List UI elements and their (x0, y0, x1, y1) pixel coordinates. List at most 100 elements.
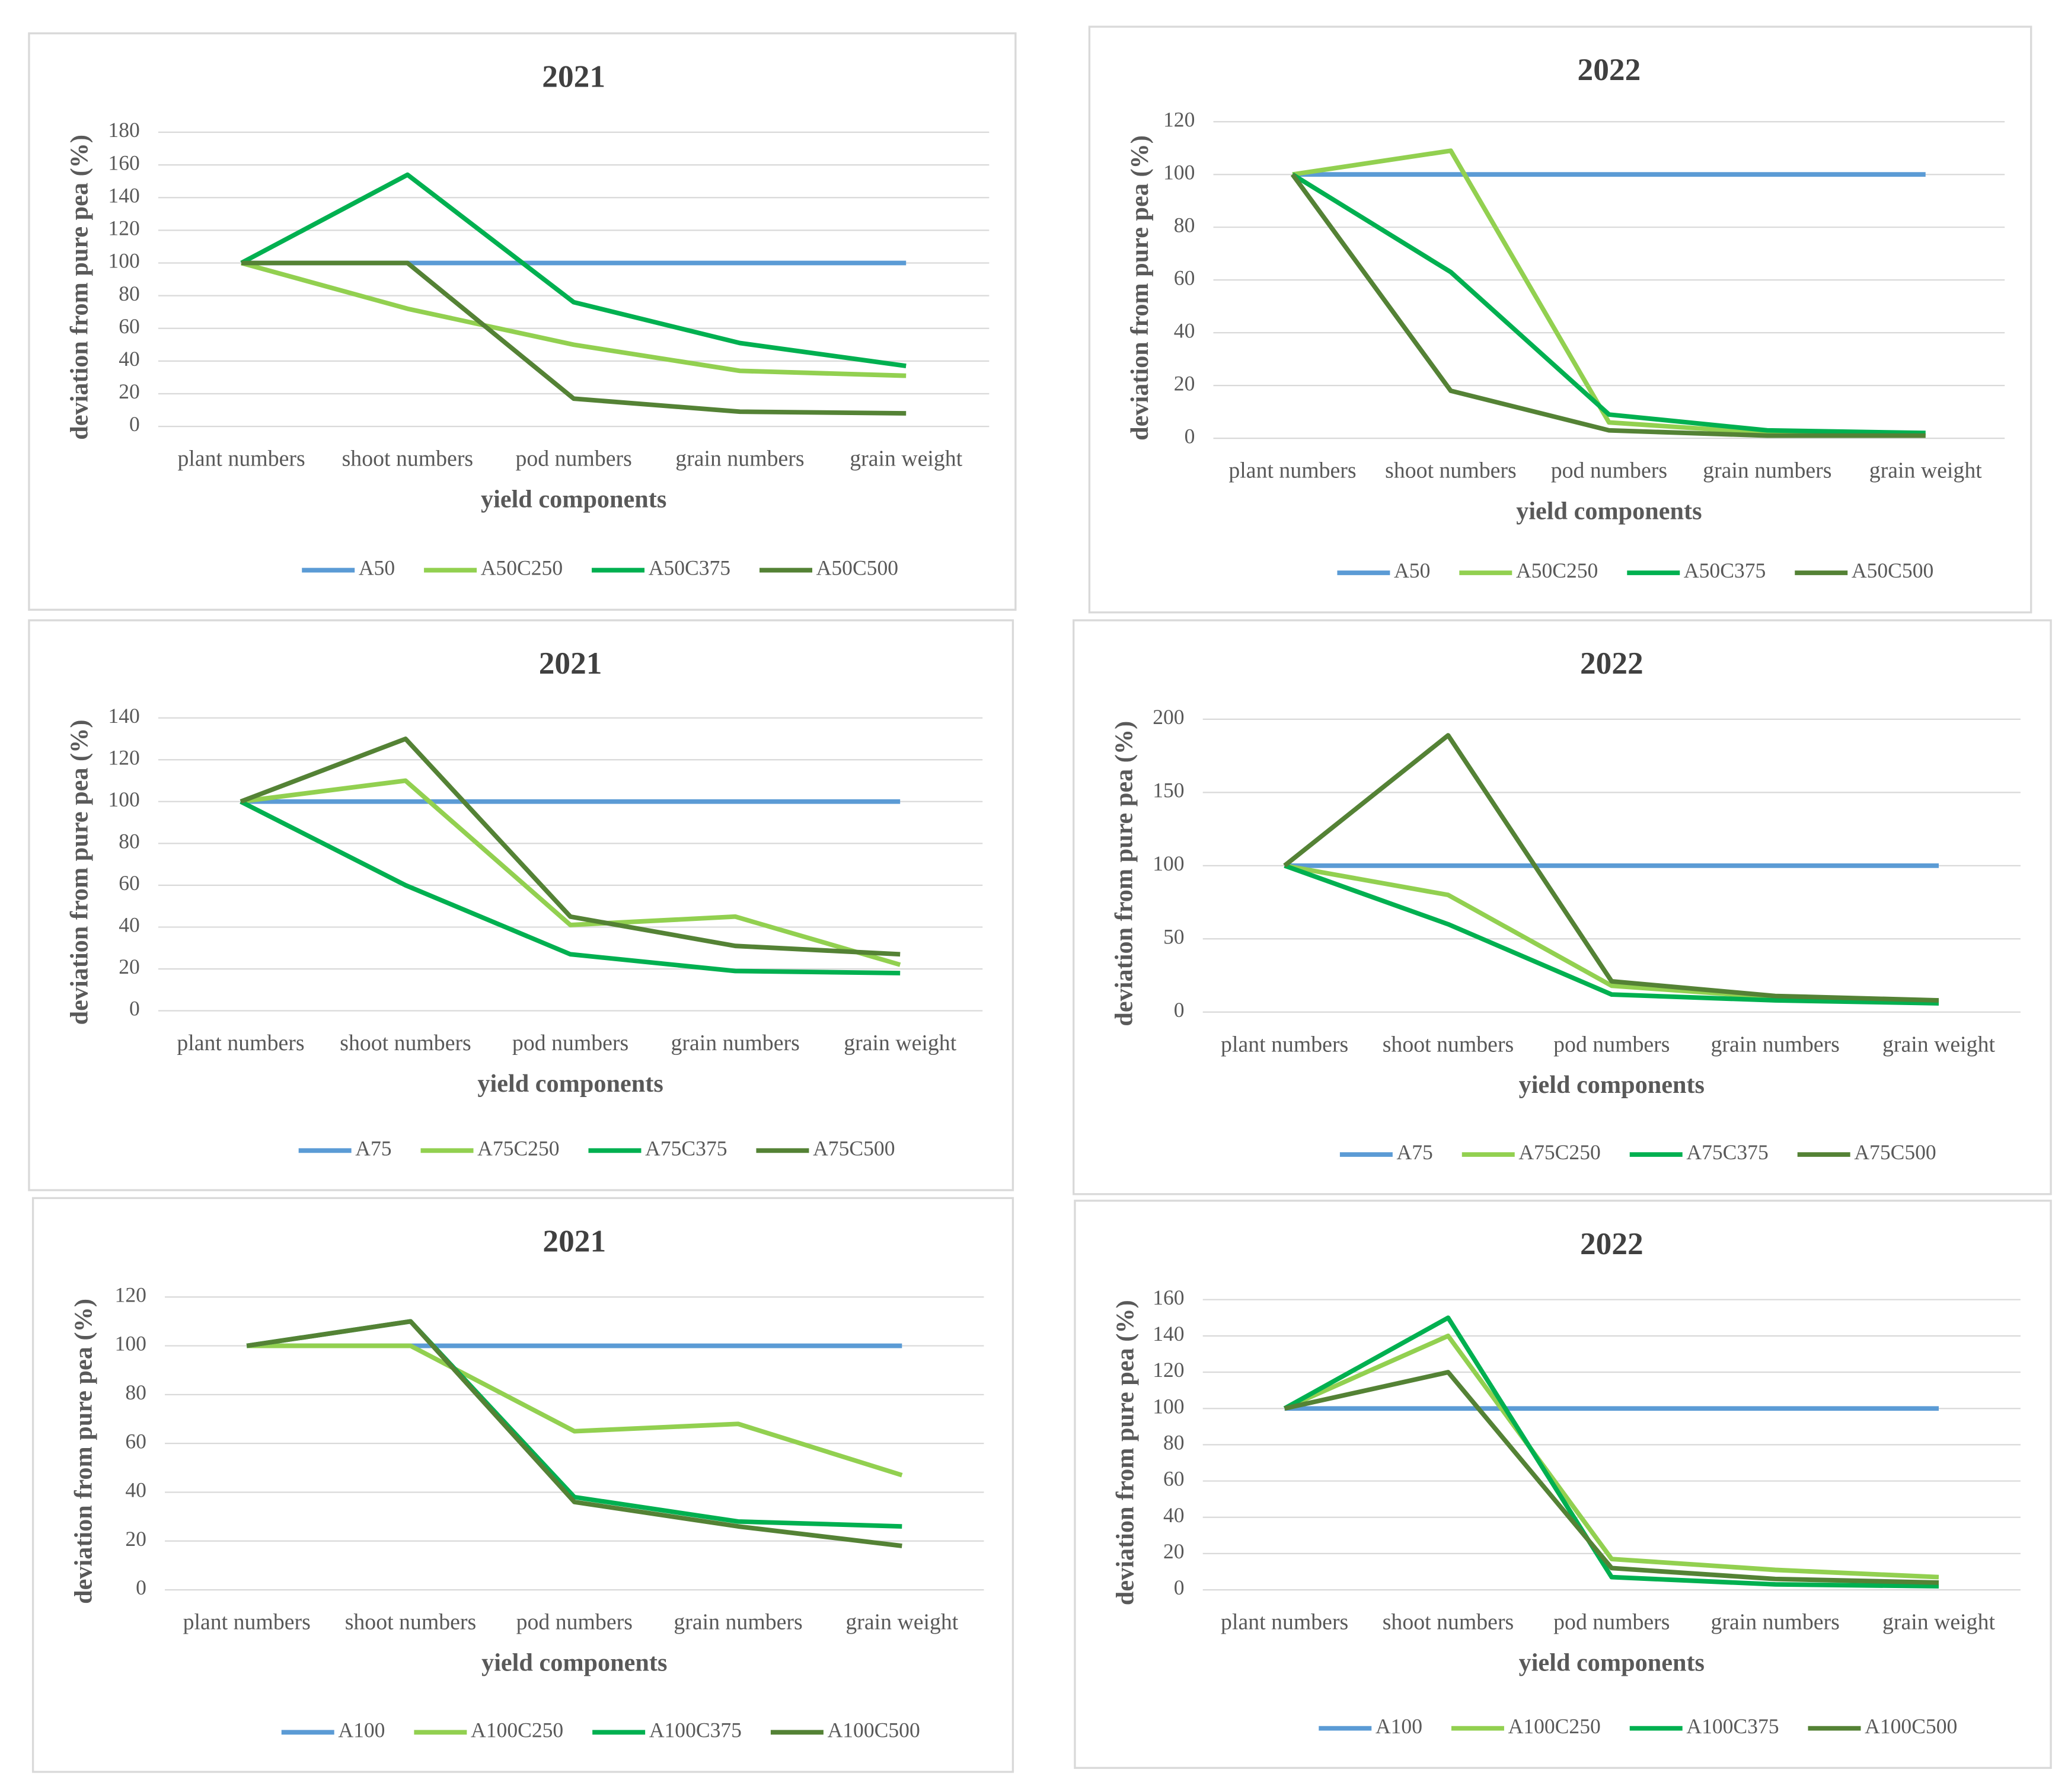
legend: A75 A75C250 A75C375 A75C500 (298, 1136, 895, 1160)
y-tick-label: 20 (119, 380, 140, 403)
chart-panel: 2021 0 20 40 60 80 100 120 140 plant numbers shoot… (28, 619, 1014, 1191)
data-line (1283, 733, 1939, 1003)
data-line (1284, 863, 1939, 1006)
data-line (1291, 172, 1926, 436)
x-axis-label: yield components (1516, 498, 1702, 525)
x-axis-label: yield components (477, 1070, 663, 1098)
y-tick-label: 100 (1153, 852, 1184, 875)
legend: A100 A100C250 A100C375 A100C500 (1319, 1714, 1957, 1738)
y-tick-label: 0 (1185, 424, 1195, 448)
panel-border (1088, 25, 2032, 614)
y-tick-label: 0 (1174, 998, 1185, 1022)
legend-label: A75C375 (645, 1136, 727, 1160)
y-tick-label: 20 (119, 955, 140, 978)
x-tick-label: grain numbers (671, 1031, 800, 1056)
x-tick-label: shoot numbers (345, 1610, 477, 1635)
y-tick-label: 80 (1163, 1431, 1185, 1455)
legend-label: A50C375 (1684, 559, 1766, 582)
y-tick-label: 120 (115, 1283, 146, 1306)
data-line (240, 778, 901, 967)
chart-title: 2022 (1578, 52, 1641, 87)
x-tick-label: grain weight (850, 447, 962, 471)
y-tick-label: 150 (1153, 779, 1184, 802)
y-axis-label: deviation from pure pea (%) (66, 135, 94, 440)
y-tick-label: 0 (129, 997, 140, 1021)
legend-label: A100 (1376, 1714, 1422, 1738)
panel-border (1074, 1200, 2052, 1769)
data-line (241, 260, 907, 416)
y-tick-label: 20 (1163, 1539, 1185, 1563)
chart-panel: 2021 0 20 40 60 80 100 120 140 160 180 plant number… (28, 32, 1017, 611)
y-tick-label: 0 (136, 1576, 146, 1599)
x-tick-label: grain weight (1869, 458, 1982, 483)
data-line (241, 260, 907, 378)
x-tick-label: plant numbers (1221, 1610, 1348, 1635)
data-line (246, 1319, 902, 1548)
y-tick-label: 40 (1163, 1503, 1185, 1527)
x-tick-label: pod numbers (516, 1610, 633, 1635)
x-tick-label: shoot numbers (1385, 458, 1517, 483)
legend-label: A100C250 (1508, 1714, 1601, 1738)
y-tick-label: 40 (1174, 318, 1195, 342)
data-line (240, 799, 901, 975)
x-tick-label: grain numbers (1703, 458, 1831, 483)
x-tick-label: shoot numbers (1383, 1032, 1514, 1057)
panel-border (28, 619, 1014, 1191)
x-tick-label: grain numbers (1711, 1032, 1840, 1057)
y-tick-label: 80 (125, 1380, 146, 1404)
y-tick-label: 100 (115, 1332, 146, 1356)
x-tick-label: pod numbers (512, 1031, 628, 1056)
y-axis-label: deviation from pure pea (%) (66, 720, 94, 1025)
data-line (1284, 1333, 1939, 1580)
legend-label: A75C250 (477, 1136, 559, 1160)
y-tick-label: 80 (1174, 213, 1195, 237)
chart-panel: 2022 0 20 40 60 80 100 120 140 160 plant numbers sh… (1074, 1200, 2052, 1769)
chart-title: 2022 (1580, 645, 1643, 681)
panel-border (31, 1197, 1014, 1773)
y-axis-label: deviation from pure pea (%) (1110, 721, 1138, 1026)
legend-label: A75 (355, 1136, 391, 1160)
legend-label: A50C250 (481, 556, 563, 580)
legend: A100 A100C250 A100C375 A100C500 (281, 1718, 920, 1742)
legend-label: A100C250 (471, 1718, 563, 1742)
y-tick-label: 50 (1163, 924, 1185, 948)
y-tick-label: 80 (119, 830, 140, 853)
y-tick-label: 160 (108, 151, 139, 174)
x-tick-label: plant numbers (177, 447, 305, 471)
chart-panel: 2022 0 20 40 60 80 100 120 plant numbers shoot nu… (1088, 25, 2032, 614)
y-tick-label: 100 (1153, 1394, 1184, 1418)
chart-title: 2021 (539, 645, 602, 681)
x-axis-label: yield components (481, 486, 666, 514)
legend-label: A100 (338, 1718, 385, 1742)
y-tick-label: 160 (1153, 1286, 1184, 1309)
legend-label: A75C375 (1686, 1140, 1768, 1164)
x-tick-label: grain numbers (675, 447, 804, 471)
y-tick-label: 20 (125, 1527, 146, 1551)
x-tick-label: grain weight (845, 1610, 958, 1635)
y-tick-label: 120 (108, 745, 139, 769)
x-tick-label: shoot numbers (340, 1031, 471, 1056)
legend-label: A100C500 (1865, 1714, 1957, 1738)
data-line (240, 172, 907, 368)
legend-label: A50 (359, 556, 395, 580)
legend: A75 A75C250 A75C375 A75C500 (1339, 1140, 1936, 1164)
y-tick-label: 60 (1163, 1467, 1185, 1491)
legend-label: A75C250 (1518, 1140, 1600, 1164)
data-line (1284, 1370, 1939, 1585)
chart-panel: 2022 0 50 100 150 200 plant numbers shoot numbe… (1073, 619, 2052, 1195)
legend-label: A50C500 (816, 556, 898, 580)
x-tick-label: grain numbers (674, 1610, 802, 1635)
y-tick-label: 100 (108, 249, 139, 273)
chart-title: 2022 (1580, 1226, 1643, 1261)
data-line (1290, 173, 1926, 438)
y-tick-label: 120 (1153, 1358, 1184, 1382)
y-tick-label: 140 (1153, 1322, 1184, 1345)
x-tick-label: plant numbers (177, 1031, 304, 1056)
y-tick-label: 40 (119, 347, 140, 371)
data-line (247, 1343, 903, 1478)
x-tick-label: pod numbers (515, 447, 631, 471)
y-tick-label: 60 (119, 314, 140, 338)
y-tick-label: 20 (1174, 371, 1195, 395)
y-tick-label: 60 (125, 1429, 146, 1453)
